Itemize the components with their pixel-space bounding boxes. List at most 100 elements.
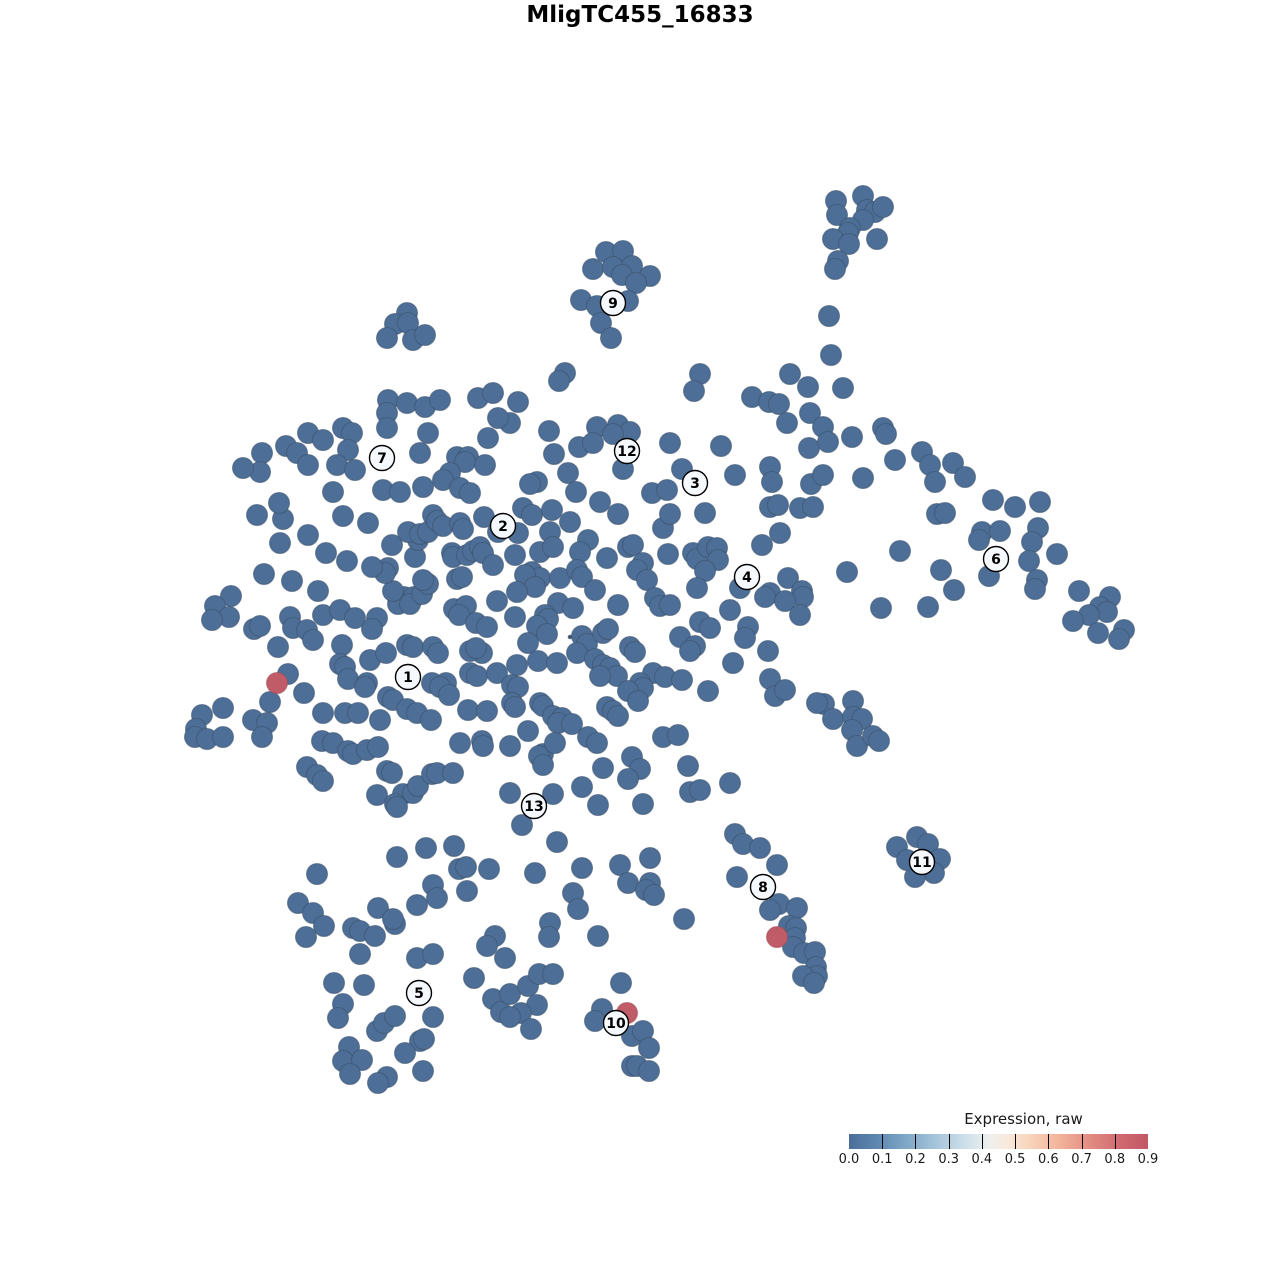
- data-point: [1095, 600, 1119, 624]
- data-point: [566, 897, 590, 921]
- data-point: [773, 589, 797, 613]
- data-point: [503, 543, 527, 567]
- data-point: [1003, 495, 1027, 519]
- data-point: [375, 326, 399, 350]
- data-point: [245, 503, 269, 527]
- data-point: [656, 542, 680, 566]
- data-point: [523, 861, 547, 885]
- data-point: [250, 725, 274, 749]
- data-point: [658, 593, 682, 617]
- data-point: [871, 195, 895, 219]
- data-point: [718, 598, 742, 622]
- data-point: [1061, 609, 1085, 633]
- cluster-label-circle: [368, 444, 396, 472]
- data-point: [408, 441, 432, 465]
- data-point: [338, 1062, 362, 1086]
- data-point: [765, 853, 789, 877]
- data-point: [585, 731, 609, 755]
- data-point: [845, 734, 869, 758]
- data-point: [817, 304, 841, 328]
- data-point: [637, 1059, 661, 1083]
- data-point: [356, 511, 380, 535]
- data-point: [953, 465, 977, 489]
- data-point: [258, 690, 282, 714]
- data-point: [709, 434, 733, 458]
- data-point: [837, 232, 861, 256]
- data-point: [835, 560, 859, 584]
- data-point: [888, 539, 912, 563]
- data-point: [586, 793, 610, 817]
- data-point: [348, 942, 372, 966]
- data-point: [465, 664, 489, 688]
- colorbar-tick-mark: [981, 1134, 983, 1149]
- cluster-label: 12: [613, 437, 641, 465]
- data-point: [733, 626, 757, 650]
- data-point: [541, 782, 565, 806]
- colorbar-tick-label: 0.4: [971, 1152, 993, 1167]
- data-point: [616, 767, 640, 791]
- data-point: [267, 491, 291, 515]
- data-point: [454, 855, 478, 879]
- data-point: [823, 257, 847, 281]
- data-point: [658, 502, 682, 526]
- data-point: [778, 362, 802, 386]
- cluster-label-circle: [613, 437, 641, 465]
- cluster-label-circle: [602, 1009, 630, 1037]
- data-point: [748, 836, 772, 860]
- cluster-label-circle: [982, 545, 1010, 573]
- data-point: [642, 883, 666, 907]
- data-point: [485, 661, 509, 685]
- data-point: [570, 775, 594, 799]
- data-point: [819, 343, 843, 367]
- data-point: [606, 704, 630, 728]
- data-point: [516, 719, 540, 743]
- data-point: [581, 431, 605, 455]
- data-point: [481, 553, 505, 577]
- cluster-label-circle: [749, 873, 777, 901]
- data-point: [388, 480, 412, 504]
- data-point: [505, 580, 529, 604]
- legend-title: Expression, raw: [964, 1110, 1083, 1128]
- colorbar-tick-label: 0.1: [871, 1152, 893, 1167]
- data-point: [393, 1041, 417, 1065]
- data-point: [583, 578, 607, 602]
- data-point: [411, 568, 435, 592]
- colorbar-tick-label: 0.9: [1137, 1152, 1159, 1167]
- data-point: [588, 664, 612, 688]
- data-point: [941, 451, 965, 475]
- data-point: [1045, 542, 1069, 566]
- data-point: [606, 593, 630, 617]
- data-point: [547, 369, 571, 393]
- data-point: [305, 862, 329, 886]
- data-point: [380, 761, 404, 785]
- cluster-label: 9: [599, 289, 627, 317]
- data-point: [326, 1006, 350, 1030]
- cluster-label: 8: [749, 873, 777, 901]
- data-point: [581, 257, 605, 281]
- data-point: [867, 729, 891, 753]
- data-point: [840, 425, 864, 449]
- data-point: [442, 834, 466, 858]
- data-point: [869, 596, 893, 620]
- data-point: [381, 907, 405, 931]
- data-point: [335, 549, 359, 573]
- data-point: [766, 493, 790, 517]
- data-point: [401, 635, 425, 659]
- data-point: [296, 453, 320, 477]
- data-point-high-expression: [265, 671, 289, 695]
- data-point: [609, 971, 633, 995]
- data-point: [464, 636, 488, 660]
- data-point: [419, 708, 443, 732]
- colorbar-tick-label: 0.0: [838, 1152, 860, 1167]
- data-point: [753, 585, 777, 609]
- data-point: [933, 501, 957, 525]
- cluster-label-circle: [681, 469, 709, 497]
- data-point: [493, 946, 517, 970]
- data-point: [477, 857, 501, 881]
- data-point: [541, 535, 565, 559]
- data-point: [498, 1005, 522, 1029]
- data-point: [292, 681, 316, 705]
- chart-title: MligTC455_16833: [526, 2, 754, 28]
- data-point: [767, 392, 791, 416]
- data-point: [366, 896, 390, 920]
